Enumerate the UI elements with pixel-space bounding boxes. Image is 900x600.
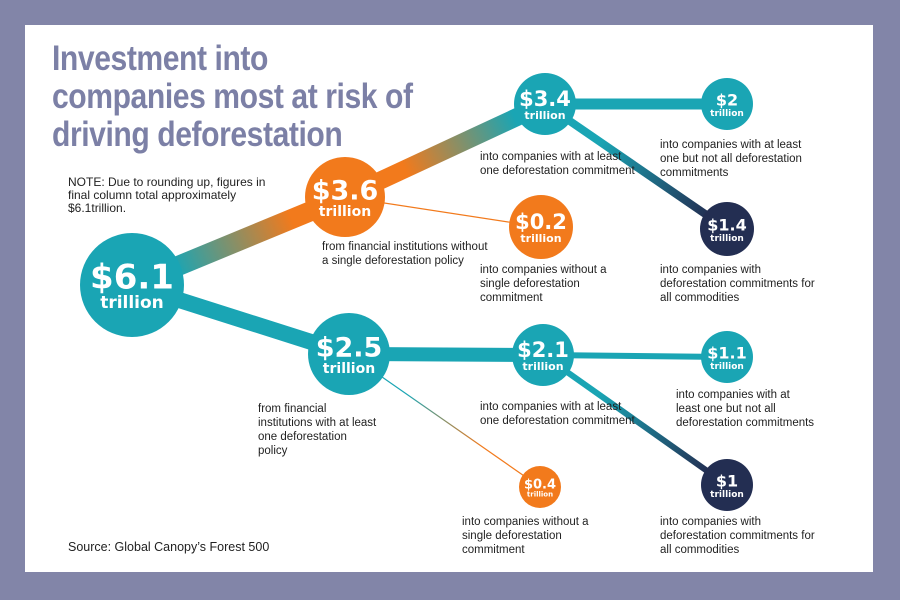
flow-link-np-commitment-to-np-all — [542, 100, 730, 233]
node-label-np-no-commitment: into companies without a single deforest… — [480, 264, 607, 304]
node-circle — [519, 466, 561, 508]
node-circle — [509, 195, 573, 259]
node-unit: trillion — [520, 232, 561, 245]
node-value: $1 — [716, 472, 738, 491]
flow-link-wp-commitment-to-wp-all — [541, 352, 729, 488]
node-unit: trillion — [710, 109, 744, 119]
node-circle — [305, 157, 385, 237]
node-label-wp-no-commitment: into companies without a single deforest… — [462, 516, 589, 556]
node-circle — [514, 73, 576, 135]
infographic-title: Investment into companies most at risk o… — [52, 39, 413, 154]
node-unit: trillion — [319, 204, 371, 220]
node-wp-commitment: $2.1trillion — [512, 324, 574, 386]
node-label-wp-some: into companies with at least one but not… — [676, 389, 815, 429]
node-label-np-some: into companies with at least one but not… — [660, 139, 802, 179]
node-value: $2 — [716, 91, 738, 110]
node-label-with-policy: from financial institutions with at leas… — [258, 403, 377, 457]
node-circle — [80, 233, 184, 337]
node-value: $1.4 — [707, 216, 746, 235]
node-circle — [701, 331, 753, 383]
node-value: $6.1 — [90, 257, 174, 297]
node-total: $6.1trillion — [80, 233, 184, 337]
node-circle — [701, 78, 753, 130]
node-label-np-all: into companies with deforestation commit… — [660, 264, 815, 304]
node-value: $1.1 — [707, 344, 746, 363]
node-label-np-commitment: into companies with at least one defores… — [480, 151, 635, 177]
node-value: $2.1 — [517, 338, 569, 362]
node-unit: trillion — [100, 293, 164, 313]
node-unit: trillion — [522, 360, 563, 373]
node-unit: trillion — [527, 490, 553, 498]
node-value: $2.5 — [316, 333, 383, 364]
node-unit: trillion — [710, 362, 744, 372]
node-value: $3.6 — [312, 176, 379, 207]
node-circle — [700, 202, 754, 256]
source-credit: Source: Global Canopy’s Forest 500 — [68, 540, 270, 554]
node-unit: trillion — [323, 361, 375, 377]
node-label-no-policy: from financial institutions without a si… — [322, 241, 488, 267]
node-unit: trillion — [710, 234, 744, 244]
node-unit: trillion — [524, 109, 565, 122]
node-circle — [701, 459, 753, 511]
node-label-wp-commitment: into companies with at least one defores… — [480, 401, 635, 427]
node-wp-all: $1trillion — [701, 459, 753, 511]
node-circle — [308, 313, 390, 395]
node-value: $3.4 — [519, 87, 571, 111]
node-value: $0.2 — [515, 210, 567, 234]
rounding-note: NOTE: Due to rounding up, figures in fin… — [68, 175, 266, 215]
node-unit: trillion — [710, 490, 744, 500]
node-wp-some: $1.1trillion — [701, 331, 753, 383]
node-value: $0.4 — [524, 477, 556, 492]
node-circle — [512, 324, 574, 386]
node-label-wp-all: into companies with deforestation commit… — [660, 516, 815, 556]
